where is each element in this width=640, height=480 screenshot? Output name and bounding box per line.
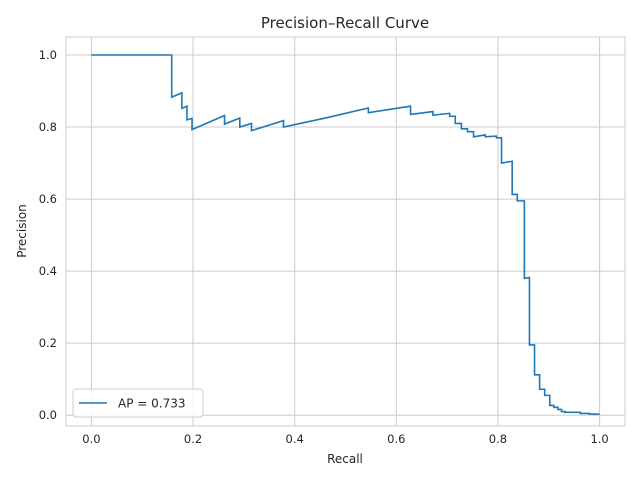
plot-area xyxy=(66,37,625,426)
grid-lines xyxy=(66,37,625,426)
plot-frame xyxy=(65,36,626,427)
y-axis-label: Precision xyxy=(15,204,29,258)
y-tick-label: 0.6 xyxy=(39,192,57,206)
y-tick-label: 0.4 xyxy=(39,264,57,278)
x-tick-label: 0.0 xyxy=(82,432,100,446)
series-layer xyxy=(91,54,600,415)
x-tick-label: 0.2 xyxy=(184,432,202,446)
y-tick-label: 0.8 xyxy=(39,120,57,134)
y-tick-label: 0.2 xyxy=(39,336,57,350)
x-axis-label: Recall xyxy=(327,452,363,466)
x-tick-label: 0.8 xyxy=(489,432,507,446)
legend-box xyxy=(72,388,204,418)
chart-title: Precision–Recall Curve xyxy=(261,14,429,32)
x-tick-label: 0.6 xyxy=(387,432,405,446)
x-tick-label: 0.4 xyxy=(286,432,304,446)
x-tick-label: 1.0 xyxy=(590,432,608,446)
pr-curve-line xyxy=(91,54,600,415)
legend: AP = 0.733 xyxy=(72,388,204,418)
legend-label: AP = 0.733 xyxy=(118,397,185,411)
tick-labels: 0.0 0.2 0.4 0.6 0.8 1.0 0.0 0.2 0.4 0.6 0.8 1.0 xyxy=(39,48,609,446)
y-tick-label: 1.0 xyxy=(39,48,57,62)
y-tick-label: 0.0 xyxy=(39,408,57,422)
